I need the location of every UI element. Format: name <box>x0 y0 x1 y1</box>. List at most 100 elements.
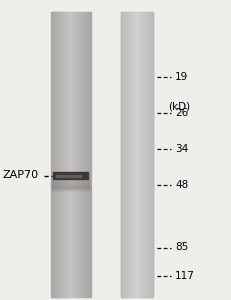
Bar <box>124 12 125 297</box>
Bar <box>89 12 90 297</box>
Bar <box>148 12 149 297</box>
Bar <box>52 187 89 189</box>
Bar <box>138 12 139 297</box>
Bar <box>58 12 59 297</box>
Bar <box>135 12 136 297</box>
Bar <box>144 12 145 297</box>
Bar <box>52 182 89 185</box>
Text: 26: 26 <box>174 107 188 118</box>
Bar <box>122 12 123 297</box>
Bar <box>52 179 89 181</box>
Bar <box>57 12 58 297</box>
Bar <box>55 12 56 297</box>
Bar <box>74 12 75 297</box>
Bar <box>128 12 129 297</box>
Bar <box>52 185 89 187</box>
Bar <box>73 12 74 297</box>
Bar <box>51 12 52 297</box>
Bar <box>52 181 89 183</box>
Bar <box>73 12 74 297</box>
Bar <box>122 12 123 297</box>
Bar <box>131 12 132 297</box>
Bar <box>75 12 76 297</box>
Bar <box>70 12 71 297</box>
Bar <box>66 12 67 297</box>
Bar <box>52 181 89 183</box>
Bar <box>117 12 119 297</box>
Bar <box>81 12 82 297</box>
Bar <box>120 12 121 297</box>
Bar <box>53 172 88 178</box>
Bar <box>144 12 145 297</box>
Bar <box>139 12 140 297</box>
Bar <box>52 178 89 181</box>
Bar <box>141 12 142 297</box>
Bar <box>52 182 89 184</box>
Bar <box>52 12 53 297</box>
Bar <box>74 12 75 297</box>
Bar <box>52 187 89 190</box>
Bar <box>143 12 144 297</box>
Bar <box>64 12 65 297</box>
Bar <box>59 12 60 297</box>
Bar <box>130 12 131 297</box>
Bar <box>129 12 130 297</box>
Bar <box>125 12 126 297</box>
Bar <box>140 12 141 297</box>
Bar <box>70 12 71 297</box>
Bar <box>146 12 147 297</box>
Bar <box>150 12 151 297</box>
Bar <box>52 181 89 184</box>
Bar <box>52 179 89 182</box>
Bar <box>52 178 89 181</box>
Bar <box>151 12 152 297</box>
Bar <box>132 12 133 297</box>
Bar <box>52 187 89 189</box>
Bar <box>61 12 62 297</box>
Text: 117: 117 <box>174 271 194 281</box>
Bar <box>142 12 143 297</box>
Bar <box>136 12 137 297</box>
Bar <box>133 12 134 297</box>
Bar <box>124 12 125 297</box>
Bar <box>77 12 78 297</box>
Bar <box>52 186 89 188</box>
Bar <box>130 12 131 297</box>
Bar <box>52 176 89 179</box>
Text: 85: 85 <box>174 242 188 253</box>
Bar <box>63 12 64 297</box>
Bar <box>136 12 137 297</box>
Bar <box>152 12 153 297</box>
Bar <box>52 178 89 180</box>
Bar <box>52 186 89 188</box>
Bar <box>87 12 88 297</box>
Bar <box>145 12 146 297</box>
Bar <box>52 177 89 180</box>
Bar <box>79 12 80 297</box>
Bar <box>76 12 77 297</box>
Bar <box>135 12 136 297</box>
Bar <box>56 12 57 297</box>
Bar <box>149 12 150 297</box>
Bar <box>52 184 89 187</box>
Bar <box>134 12 135 297</box>
Bar <box>77 12 78 297</box>
Bar <box>146 12 147 297</box>
Bar <box>137 12 138 297</box>
Bar <box>52 183 89 186</box>
Bar <box>147 12 148 297</box>
Bar <box>82 12 83 297</box>
Bar <box>148 12 149 297</box>
Bar <box>52 188 89 190</box>
Bar <box>57 12 58 297</box>
Bar <box>129 12 130 297</box>
Bar <box>126 12 127 297</box>
Bar <box>80 12 81 297</box>
Bar <box>71 12 72 297</box>
Bar <box>127 12 128 297</box>
Text: 48: 48 <box>174 179 188 190</box>
Bar <box>52 188 89 190</box>
Bar <box>67 12 68 297</box>
Bar <box>131 12 132 297</box>
Text: 19: 19 <box>174 71 188 82</box>
